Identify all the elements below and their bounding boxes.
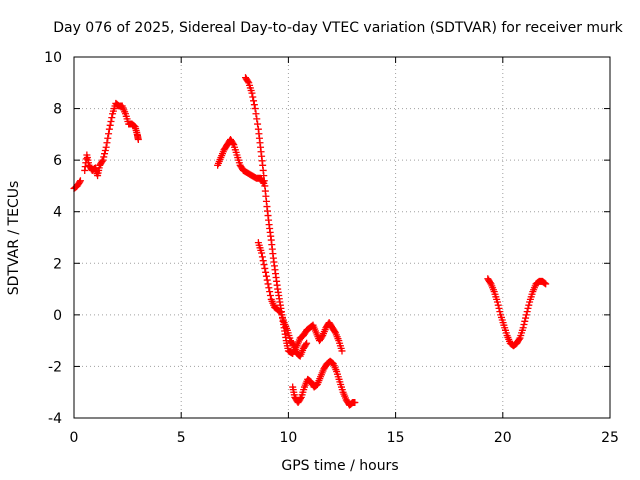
data-point [260,261,268,269]
data-point [525,301,533,309]
data-point [264,280,272,288]
data-point [101,150,109,158]
y-tick-label: 8 [53,102,62,118]
data-point [107,117,115,125]
data-point [252,110,260,118]
data-point [106,121,114,129]
x-axis-label: GPS time / hours [281,458,398,474]
data-point [104,134,112,142]
data-point [542,280,550,288]
data-point [76,178,84,186]
data-point [259,257,267,265]
data-point [302,341,310,349]
data-point [318,333,326,341]
data-point [262,272,270,280]
data-point [261,264,269,272]
data-point [289,341,297,349]
data-point [98,157,106,165]
x-tick-label: 25 [601,430,619,446]
data-point [524,304,532,312]
x-tick-label: 10 [279,430,297,446]
x-tick-label: 0 [70,430,79,446]
x-tick-label: 15 [387,430,405,446]
data-point [351,399,359,407]
data-point [100,153,108,161]
data-point [76,177,84,185]
data-point [105,125,113,133]
data-point [262,268,270,276]
data-point [258,249,266,257]
data-point [266,288,274,296]
data-point [259,178,267,186]
x-tick-label: 20 [494,430,512,446]
y-axis-label: SDTVAR / TECUs [6,181,22,296]
data-point [523,308,531,316]
data-point [338,347,346,355]
data-point [296,395,304,403]
data-point [101,146,109,154]
data-point [303,339,311,347]
data-points [70,74,550,409]
y-tick-label: 0 [53,308,62,324]
y-tick-label: 6 [53,153,62,169]
data-point [103,139,111,147]
data-point [249,93,257,101]
grid [74,57,610,418]
data-point [250,101,258,109]
axis-ticks: 0 5 10 15 20 25 -4 -2 0 2 4 6 8 10 [44,50,619,446]
data-point [493,298,501,306]
chart-title: Day 076 of 2025, Sidereal Day-to-day VTE… [53,20,623,36]
data-point [105,130,113,138]
data-point [258,253,266,261]
data-point [254,120,262,128]
data-point [522,314,530,322]
data-point [519,324,527,332]
data-point [134,136,142,144]
data-point [229,139,237,147]
y-tick-label: 4 [53,205,62,221]
x-tick-label: 5 [177,430,186,446]
data-point [486,279,494,287]
y-tick-label: -4 [48,411,62,427]
data-point [108,114,116,122]
data-point [265,284,273,292]
data-point [331,328,339,336]
data-point [266,292,274,300]
data-point [250,97,258,105]
data-point [244,77,252,85]
data-point [253,115,261,123]
data-point [521,317,529,325]
y-tick-label: 10 [44,50,62,66]
data-point [496,308,504,316]
data-point [102,143,110,151]
y-tick-label: -2 [48,359,62,375]
data-point [494,301,502,309]
data-point [263,276,271,284]
data-point [515,335,523,343]
data-point [520,321,528,329]
y-tick-label: 2 [53,256,62,272]
plot-frame [73,56,611,419]
data-point [522,311,530,319]
data-point [495,304,503,312]
data-point [251,105,259,113]
data-point [248,89,256,97]
data-point [99,156,107,164]
